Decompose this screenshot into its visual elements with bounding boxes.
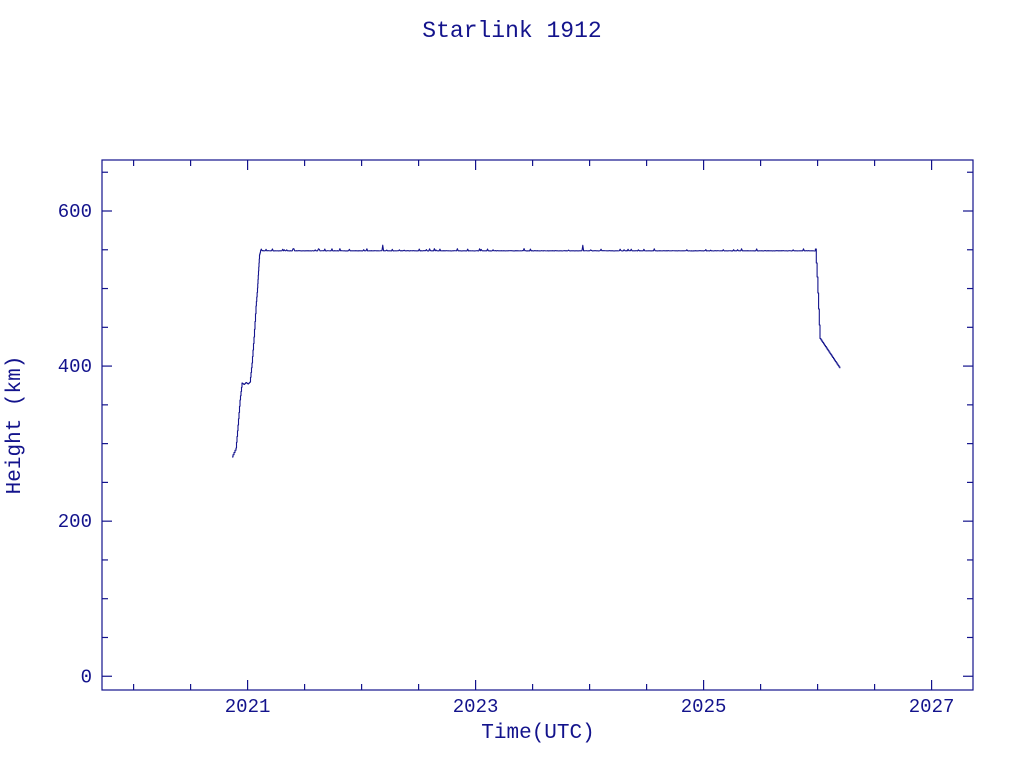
svg-text:600: 600 (58, 201, 92, 223)
svg-text:2027: 2027 (909, 696, 955, 718)
svg-text:Height (km): Height (km) (4, 356, 27, 495)
svg-text:400: 400 (58, 356, 92, 378)
svg-text:Starlink 1912: Starlink 1912 (422, 18, 601, 44)
svg-text:2021: 2021 (225, 696, 271, 718)
svg-text:Time(UTC): Time(UTC) (481, 722, 594, 745)
svg-text:0: 0 (81, 666, 92, 688)
svg-text:200: 200 (58, 511, 92, 533)
svg-text:2025: 2025 (681, 696, 727, 718)
svg-text:2023: 2023 (453, 696, 499, 718)
